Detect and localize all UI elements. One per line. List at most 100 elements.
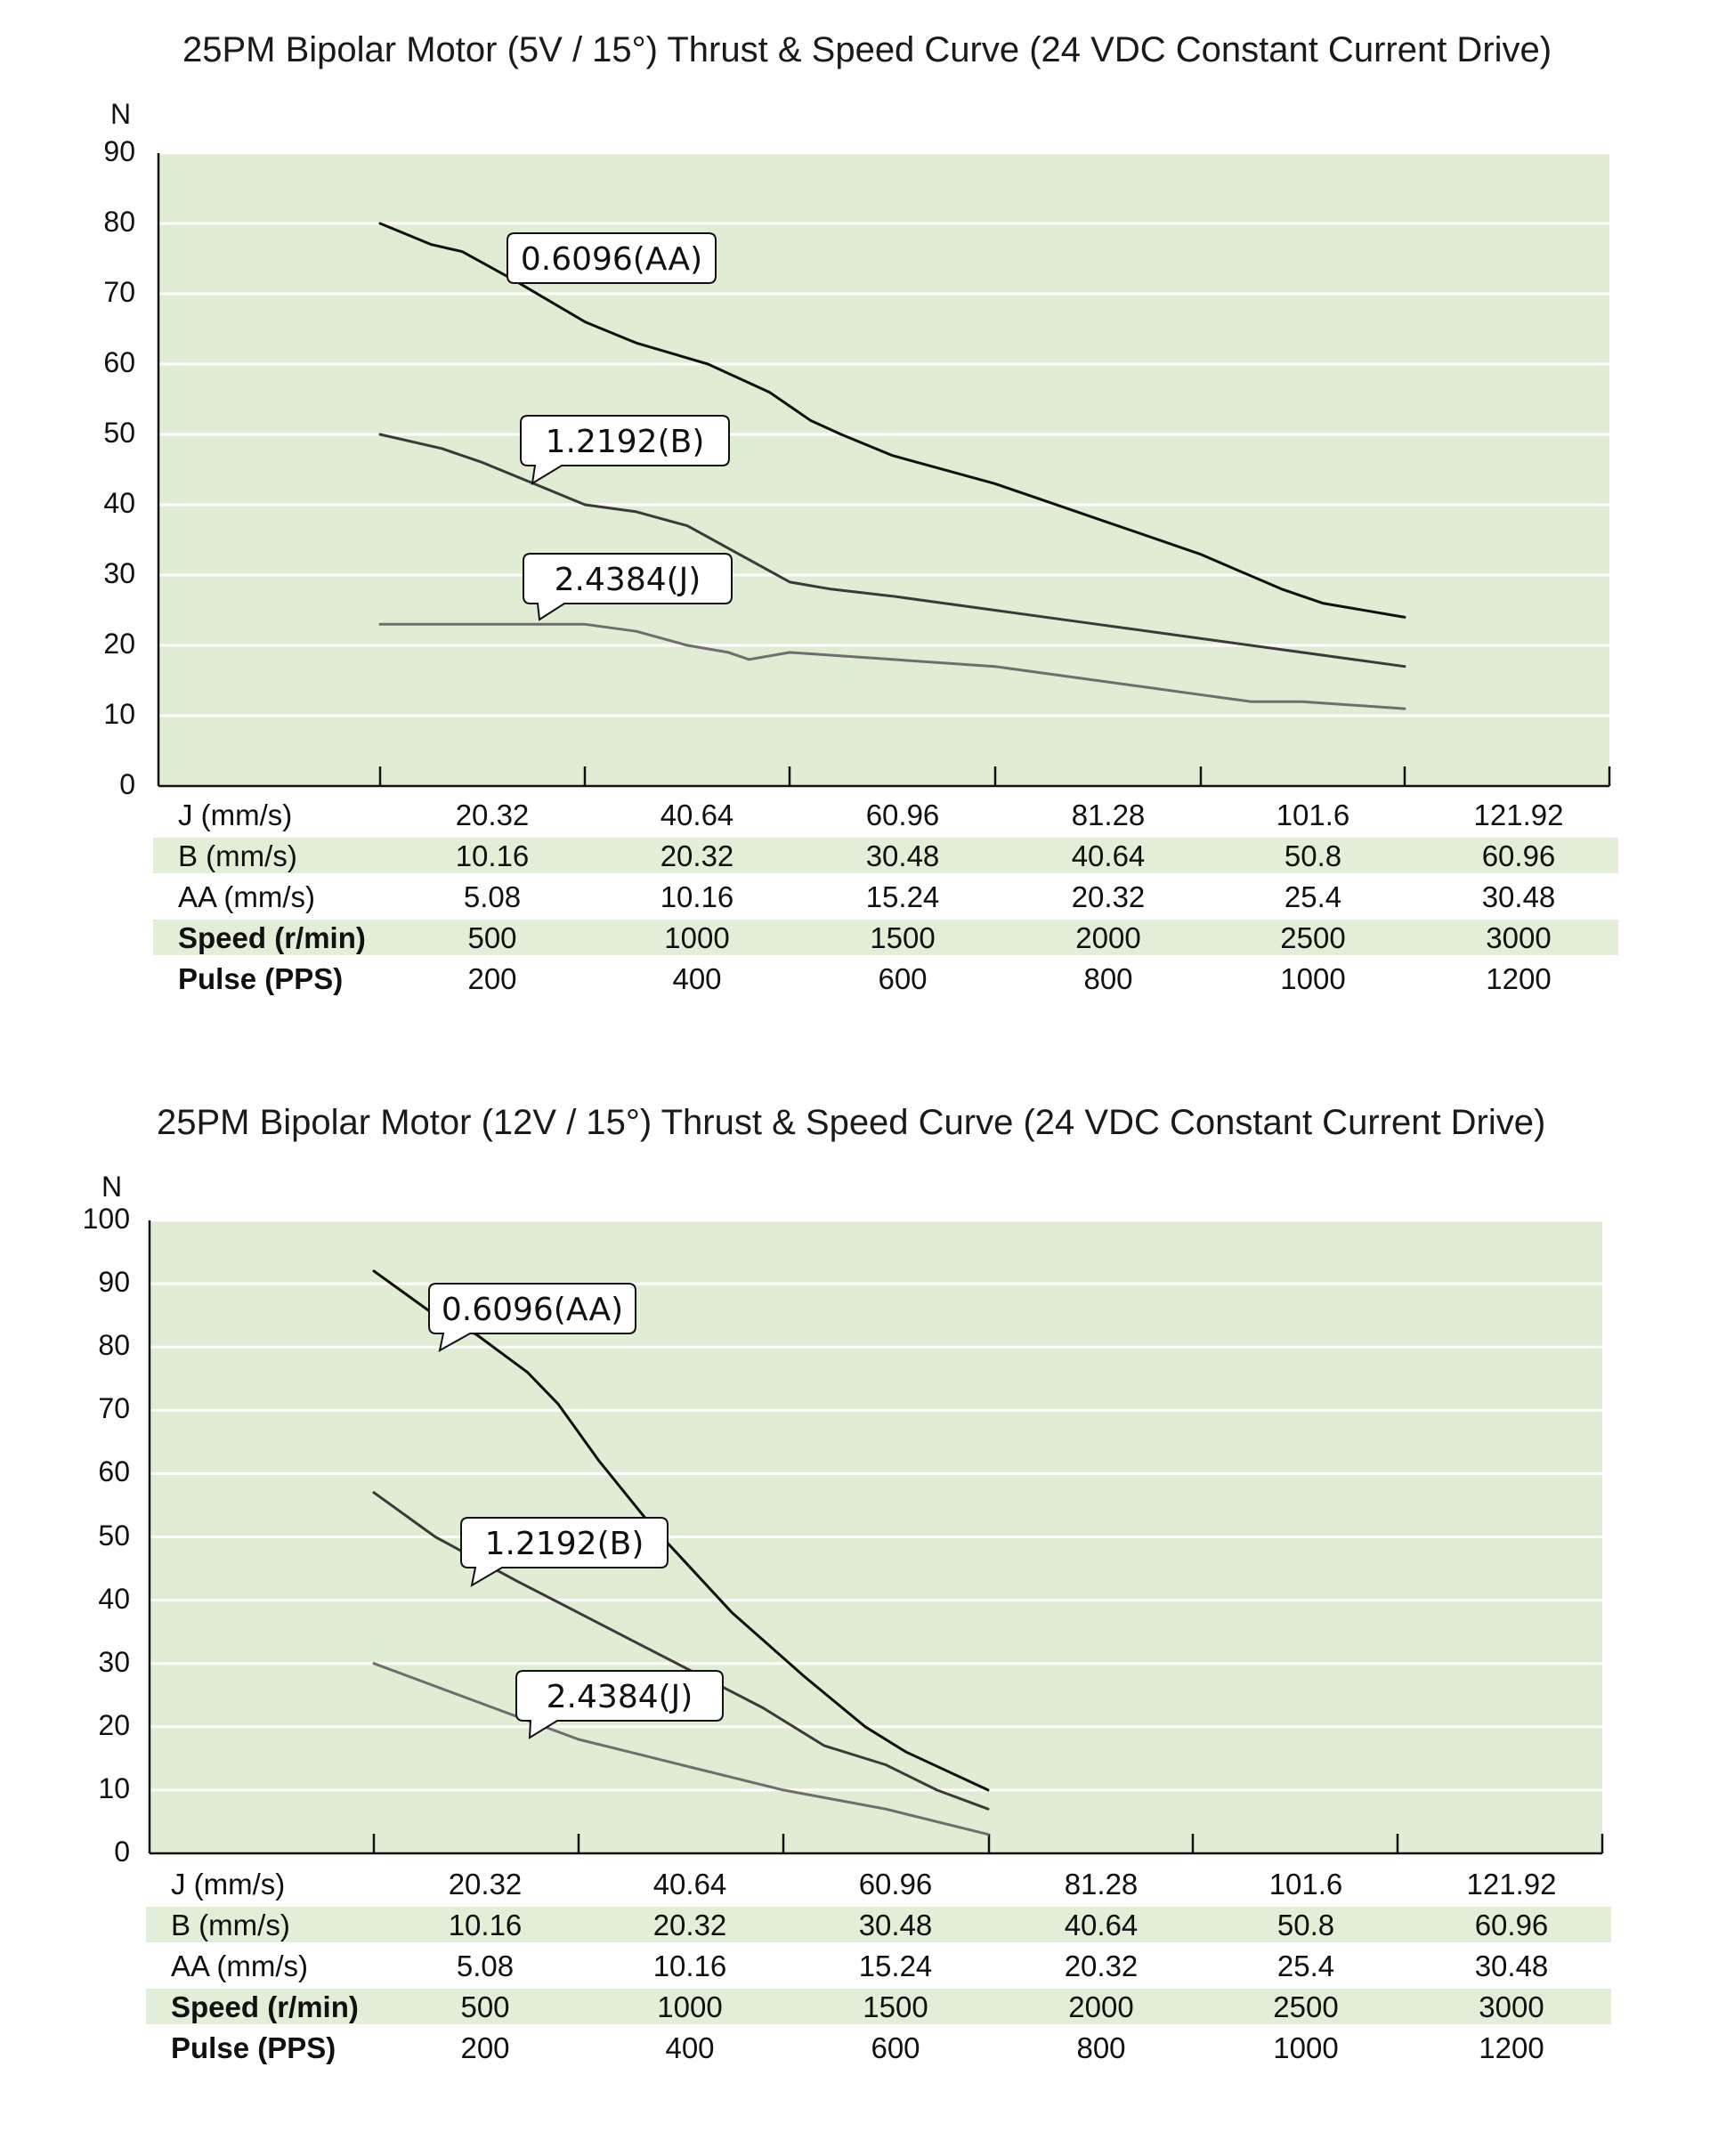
table-cell: 25.4 [1276, 1949, 1335, 1982]
table-cell: 1500 [863, 1990, 928, 2023]
table-cell: 40.64 [1071, 839, 1146, 872]
table-row: AA (mm/s) 5.08 10.16 15.24 20.32 25.4 30.48 [153, 879, 1618, 914]
table-cell: 400 [672, 962, 722, 995]
table-cell: 3000 [1479, 1990, 1544, 2023]
table-cell: 800 [1083, 962, 1133, 995]
table-cell: 50.8 [1276, 1909, 1335, 1941]
y-tick-label: 10 [98, 1771, 130, 1804]
table-row-label: Pulse (PPS) [171, 2031, 336, 2064]
y-tick-label: 20 [103, 628, 135, 660]
series-callout: 0.6096(AA) [428, 1283, 636, 1352]
y-tick-label: 50 [98, 1519, 130, 1552]
table-cell: 500 [467, 921, 517, 954]
y-tick-label: 60 [98, 1455, 130, 1488]
y-tick-label: 80 [98, 1329, 130, 1362]
table-cell: 121.92 [1473, 798, 1564, 831]
table-cell: 1000 [664, 921, 730, 954]
table-cell: 1000 [1280, 962, 1346, 995]
table-cell: 101.6 [1268, 1868, 1343, 1901]
table-row-label: B (mm/s) [178, 839, 297, 872]
table-cell: 40.64 [660, 798, 734, 831]
series-label: 1.2192(B) [485, 1526, 644, 1562]
chart-plot-area: 0.6096(AA) 1.2192(B) 2.4384(J) [157, 151, 1611, 788]
series-line-0 [378, 222, 1406, 619]
table-row: J (mm/s) 20.32 40.64 60.96 81.28 101.6 121.92 [153, 797, 1618, 832]
table-cell: 2500 [1280, 921, 1346, 954]
chart-plot-area: 0.6096(AA) 1.2192(B) 2.4384(J) [148, 1219, 1604, 1855]
table-cell: 10.16 [448, 1909, 523, 1941]
table-cell: 600 [871, 2031, 920, 2064]
y-tick-label: 70 [103, 276, 135, 308]
table-cell: 500 [460, 1990, 510, 2023]
table-row-label: Pulse (PPS) [178, 962, 344, 995]
series-line-2 [378, 622, 1406, 710]
table-cell: 60.96 [865, 798, 940, 831]
table-cell: 10.16 [660, 880, 734, 913]
thrust-speed-chart-12v: 25PM Bipolar Motor (12V / 15°) Thrust & … [0, 1073, 1710, 2096]
table-cell: 30.48 [1481, 880, 1556, 913]
series-callout: 1.2192(B) [460, 1517, 669, 1587]
series-callout: 0.6096(AA) [507, 232, 717, 284]
y-tick-label: 0 [114, 1836, 130, 1868]
table-cell: 60.96 [1474, 1909, 1549, 1941]
y-tick-label: 10 [103, 698, 135, 730]
y-tick-label: 100 [82, 1203, 130, 1235]
table-cell: 40.64 [652, 1868, 727, 1901]
y-tick-label: 90 [98, 1266, 130, 1299]
table-row: J (mm/s) 20.32 40.64 60.96 81.28 101.6 121.92 [146, 1866, 1611, 1901]
series-callout: 1.2192(B) [520, 415, 730, 485]
table-cell: 15.24 [858, 1949, 933, 1982]
table-cell: 20.32 [455, 798, 530, 831]
table-cell: 25.4 [1284, 880, 1342, 913]
table-cell: 40.64 [1064, 1909, 1139, 1941]
y-tick-label: 80 [103, 206, 135, 238]
table-cell: 2000 [1075, 921, 1141, 954]
table-row: Speed (r/min) 500 1000 1500 2000 2500 3000 [146, 1989, 1611, 2024]
table-cell: 800 [1076, 2031, 1126, 2064]
table-row-label: AA (mm/s) [171, 1949, 308, 1982]
table-cell: 1500 [870, 921, 936, 954]
table-cell: 81.28 [1064, 1868, 1139, 1901]
table-row-label: J (mm/s) [178, 798, 293, 831]
table-cell: 30.48 [1474, 1949, 1549, 1982]
y-axis-unit-label: N [101, 1171, 123, 1203]
table-cell: 1200 [1479, 2031, 1544, 2064]
table-row: B (mm/s) 10.16 20.32 30.48 40.64 50.8 60.96 [146, 1907, 1611, 1942]
table-cell: 200 [460, 2031, 510, 2064]
chart-title: 25PM Bipolar Motor (5V / 15°) Thrust & S… [182, 30, 1552, 69]
y-tick-label: 0 [119, 768, 135, 800]
plot-background [158, 153, 1609, 786]
table-row: B (mm/s) 10.16 20.32 30.48 40.64 50.8 60.96 [153, 838, 1618, 873]
y-tick-label: 90 [103, 135, 135, 167]
table-cell: 20.32 [1064, 1949, 1139, 1982]
series-line-2 [372, 1662, 990, 1836]
table-row-label: AA (mm/s) [178, 880, 315, 913]
table-cell: 5.08 [456, 1949, 515, 1982]
table-cell: 20.32 [660, 839, 734, 872]
thrust-speed-chart-5v: 25PM Bipolar Motor (5V / 15°) Thrust & S… [0, 0, 1710, 1024]
table-row-label: Speed (r/min) [171, 1990, 359, 2023]
table-cell: 121.92 [1466, 1868, 1557, 1901]
table-cell: 30.48 [858, 1909, 933, 1941]
y-tick-label: 30 [98, 1645, 130, 1678]
table-cell: 60.96 [1481, 839, 1556, 872]
table-cell: 60.96 [858, 1868, 933, 1901]
table-cell: 50.8 [1284, 839, 1342, 872]
table-row-label: Speed (r/min) [178, 921, 366, 954]
table-cell: 1000 [1273, 2031, 1339, 2064]
table-cell: 5.08 [463, 880, 522, 913]
table-cell: 1200 [1486, 962, 1552, 995]
table-cell: 30.48 [865, 839, 940, 872]
table-cell: 1000 [657, 1990, 723, 2023]
series-label: 2.4384(J) [555, 562, 701, 598]
table-cell: 600 [878, 962, 928, 995]
y-axis-unit-label: N [110, 98, 132, 130]
y-tick-label: 40 [103, 487, 135, 519]
table-row-label: J (mm/s) [171, 1868, 286, 1901]
y-tick-label: 60 [103, 346, 135, 378]
table-cell: 10.16 [652, 1949, 727, 1982]
chart-title: 25PM Bipolar Motor (12V / 15°) Thrust & … [157, 1103, 1546, 1142]
series-label: 1.2192(B) [546, 424, 705, 460]
table-cell: 20.32 [652, 1909, 727, 1941]
table-cell: 400 [665, 2031, 715, 2064]
